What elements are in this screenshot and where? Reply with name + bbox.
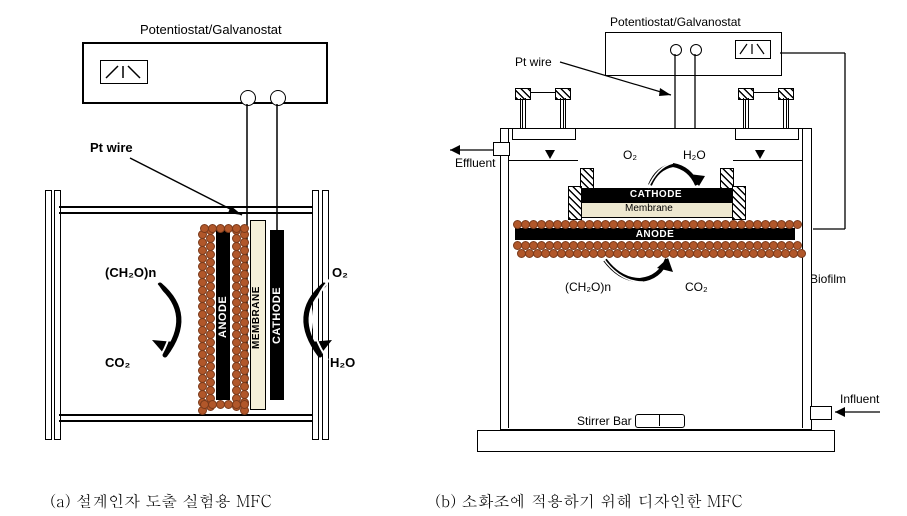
h2o-a: H₂O [330, 355, 355, 370]
figure-container: Potentiostat/Galvanostat Pt wire [0, 0, 907, 516]
o2-a: O₂ [332, 265, 348, 280]
stirrer-label: Stirrer Bar [577, 414, 632, 428]
reaction-arrows-a [10, 10, 390, 490]
figure-a: Potentiostat/Galvanostat Pt wire [10, 10, 390, 490]
stirrer-bar [635, 414, 685, 428]
figure-b: Potentiostat/Galvanostat Pt wire [395, 10, 900, 490]
stirrer-div [659, 414, 660, 426]
co2-a: CO₂ [105, 355, 130, 370]
caption-a: (a) 설계인자 도출 실험용 MFC [50, 489, 272, 512]
base-plate-b [477, 430, 835, 452]
caption-b: (b) 소화조에 적용하기 위해 디자인한 MFC [435, 489, 743, 512]
ch2on-a: (CH₂O)n [105, 265, 156, 280]
